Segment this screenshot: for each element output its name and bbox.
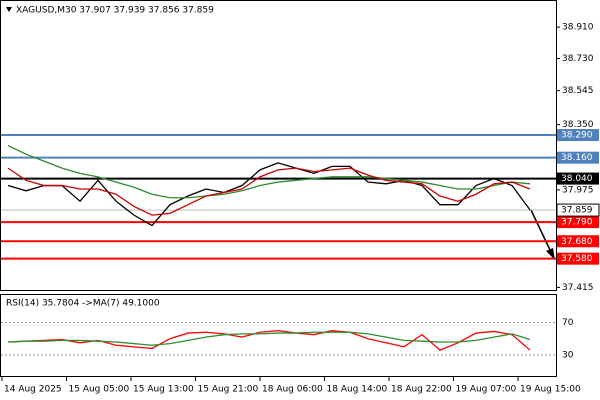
level-label: 38.040: [561, 174, 593, 184]
y-tick-label: 37.415: [562, 283, 594, 293]
level-box: [557, 235, 599, 248]
series-line: [7, 167, 531, 216]
level-box: [557, 252, 599, 265]
x-tick-label: 15 Aug 13:00: [133, 385, 194, 395]
level-label: 37.680: [561, 237, 593, 247]
x-tick-label: 18 Aug 14:00: [327, 385, 388, 395]
x-tick-label: 18 Aug 22:00: [391, 385, 452, 395]
x-tick-label: 14 Aug 2025: [4, 385, 62, 395]
chart-title: XAGUSD,M30 37.907 37.939 37.856 37.859: [16, 6, 214, 16]
x-tick-label: 15 Aug 21:00: [198, 385, 259, 395]
rsi-panel: [0, 294, 557, 377]
y-tick-label: 37.975: [562, 185, 594, 195]
x-tick-label: 15 Aug 05:00: [69, 385, 130, 395]
x-tick-label: 19 Aug 07:00: [456, 385, 517, 395]
x-tick-label: 18 Aug 06:00: [262, 385, 323, 395]
y-tick-label: 70: [562, 318, 574, 328]
level-label: 37.790: [561, 218, 593, 228]
x-tick-label: 19 Aug 15:00: [520, 385, 581, 395]
series-line: [7, 162, 531, 227]
level-box: [557, 129, 599, 142]
series-line: [7, 144, 531, 199]
y-tick-label: 30: [562, 350, 574, 360]
level-box: [557, 216, 599, 229]
collapse-icon: [6, 7, 12, 12]
level-label: 38.290: [561, 131, 593, 141]
level-label: 38.160: [561, 153, 593, 163]
arrow: [530, 209, 552, 253]
series-line: [7, 331, 531, 346]
current-box: [556, 203, 600, 217]
y-tick-label: 38.545: [562, 86, 594, 96]
level-box: [557, 151, 599, 164]
y-tick-label: 38.730: [562, 54, 594, 64]
current-label: 37.859: [561, 206, 593, 216]
level-label: 37.580: [561, 254, 593, 264]
main-panel: [0, 0, 557, 291]
arrowhead: [546, 248, 555, 260]
level-box: [557, 172, 599, 185]
rsi-title: RSI(14) 35.7804 ->MA(7) 49.1000: [6, 299, 160, 309]
y-tick-label: 38.910: [562, 23, 594, 33]
y-tick-label: 38.350: [562, 120, 594, 130]
